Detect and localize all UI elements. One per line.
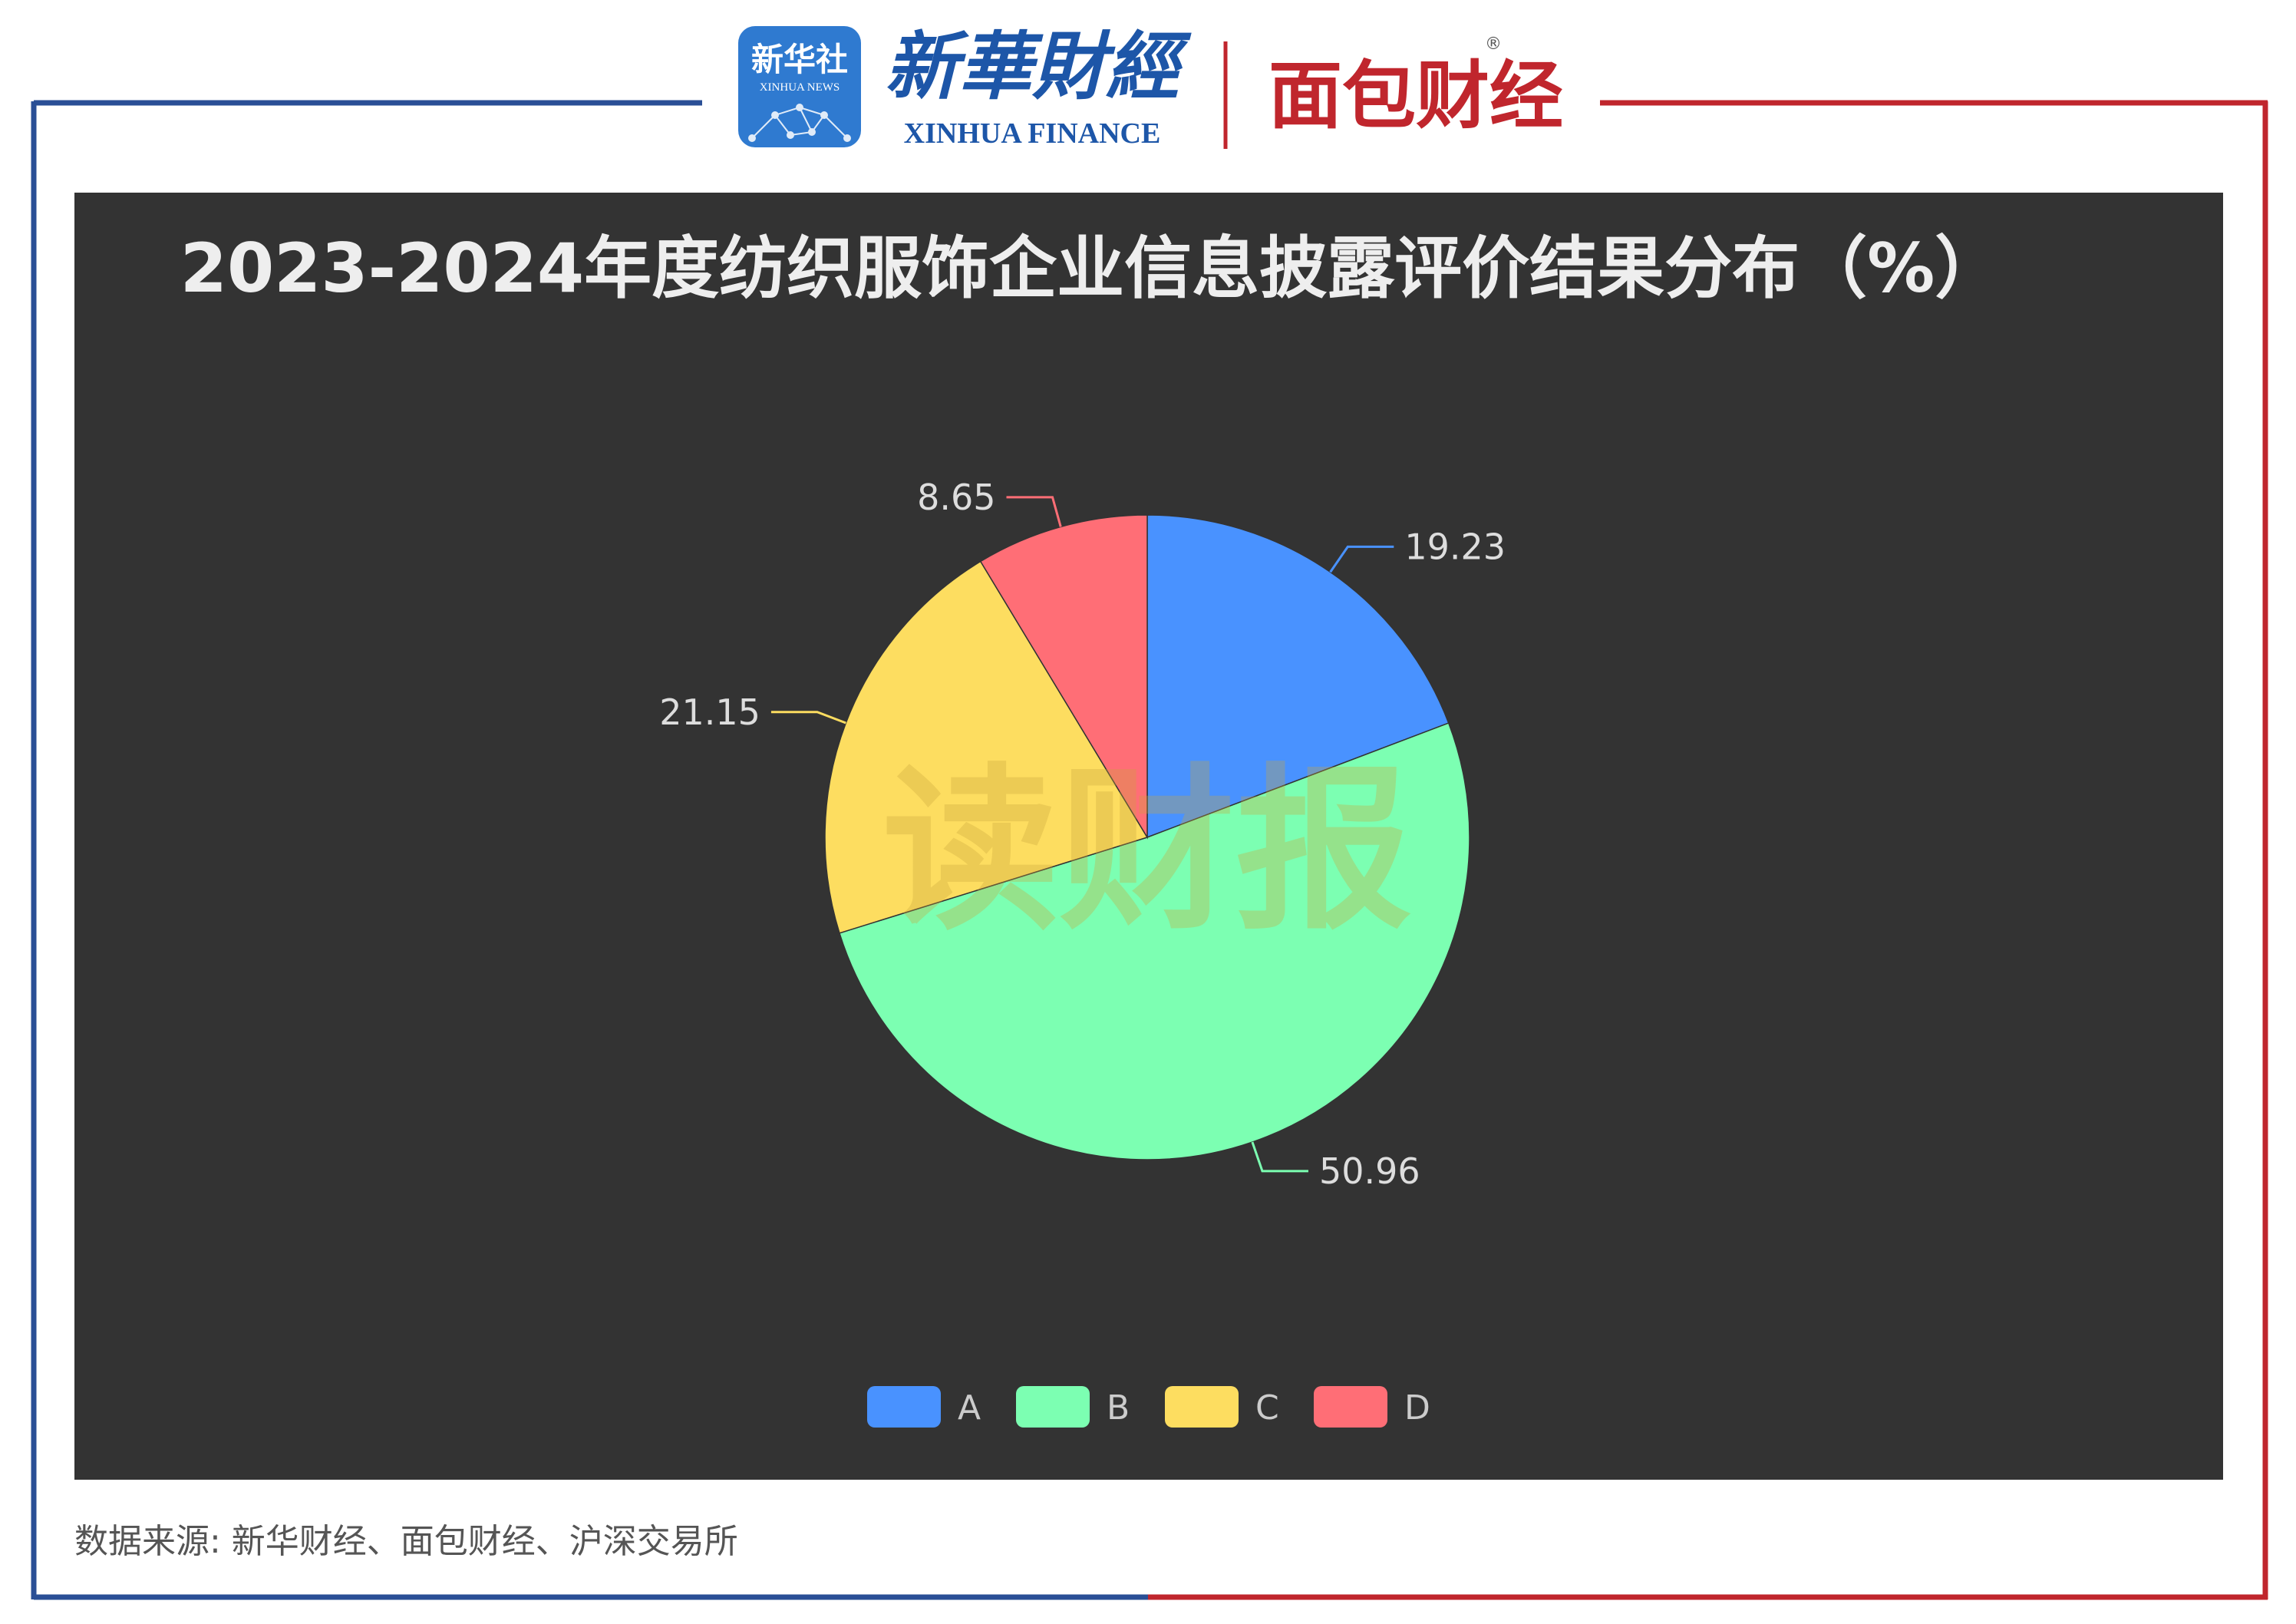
chart-panel: 2023-2024年度纺织服饰企业信息披露评价结果分布（%） 19.23 50.9… <box>74 193 2223 1480</box>
registered-mark: ® <box>1485 35 1502 54</box>
card-frame <box>31 100 2268 1600</box>
pie-slice-c <box>824 560 1149 934</box>
xinhua-finance-en: XINHUA FINANCE <box>904 117 1161 150</box>
xinhua-finance-cn: 新華財經 <box>885 23 1192 110</box>
label-line-d <box>1006 496 1062 527</box>
legend-swatch-a[interactable] <box>867 1386 941 1428</box>
label-line-b <box>1251 1141 1308 1173</box>
label-line-a <box>1329 545 1394 573</box>
pie-chart: 19.23 50.96 21.15 8.65 <box>659 477 1506 1192</box>
legend-swatch-b[interactable] <box>1016 1386 1090 1428</box>
xinhua-news-logo: 新华社 XINHUA NEWS <box>738 26 861 147</box>
chart-legend: A B C D <box>867 1386 1430 1428</box>
xinhua-badge-en: XINHUA NEWS <box>760 81 840 94</box>
mianbao-logo: 面包财经 <box>1268 52 1563 139</box>
watermark: 读财报 <box>882 749 1412 954</box>
legend-swatch-c[interactable] <box>1165 1386 1239 1428</box>
legend-label-d[interactable]: D <box>1404 1388 1430 1428</box>
legend-label-b[interactable]: B <box>1107 1388 1130 1428</box>
legend-label-a[interactable]: A <box>958 1388 981 1428</box>
data-label-b: 50.96 <box>1319 1150 1420 1192</box>
legend-label-c[interactable]: C <box>1255 1388 1279 1428</box>
label-line-c <box>770 711 846 725</box>
legend-swatch-d[interactable] <box>1314 1386 1387 1428</box>
header-logos: 新华社 XINHUA NEWS 新華財經 XINHUA FINANCE 面包财经… <box>738 23 1563 150</box>
network-dots-icon <box>748 104 851 142</box>
xinhua-badge-cn: 新华社 <box>751 41 848 78</box>
pie-slice-b <box>839 722 1470 1160</box>
data-label-c: 21.15 <box>659 692 760 733</box>
data-label-a: 19.23 <box>1404 526 1506 567</box>
pie-slice-d <box>979 514 1148 840</box>
data-source-note: 数据来源: 新华财经、面包财经、沪深交易所 <box>74 1522 738 1561</box>
xinhua-badge-bg <box>738 26 861 147</box>
data-label-d: 8.65 <box>917 477 995 518</box>
chart-title: 2023-2024年度纺织服饰企业信息披露评价结果分布（%） <box>180 229 2003 308</box>
